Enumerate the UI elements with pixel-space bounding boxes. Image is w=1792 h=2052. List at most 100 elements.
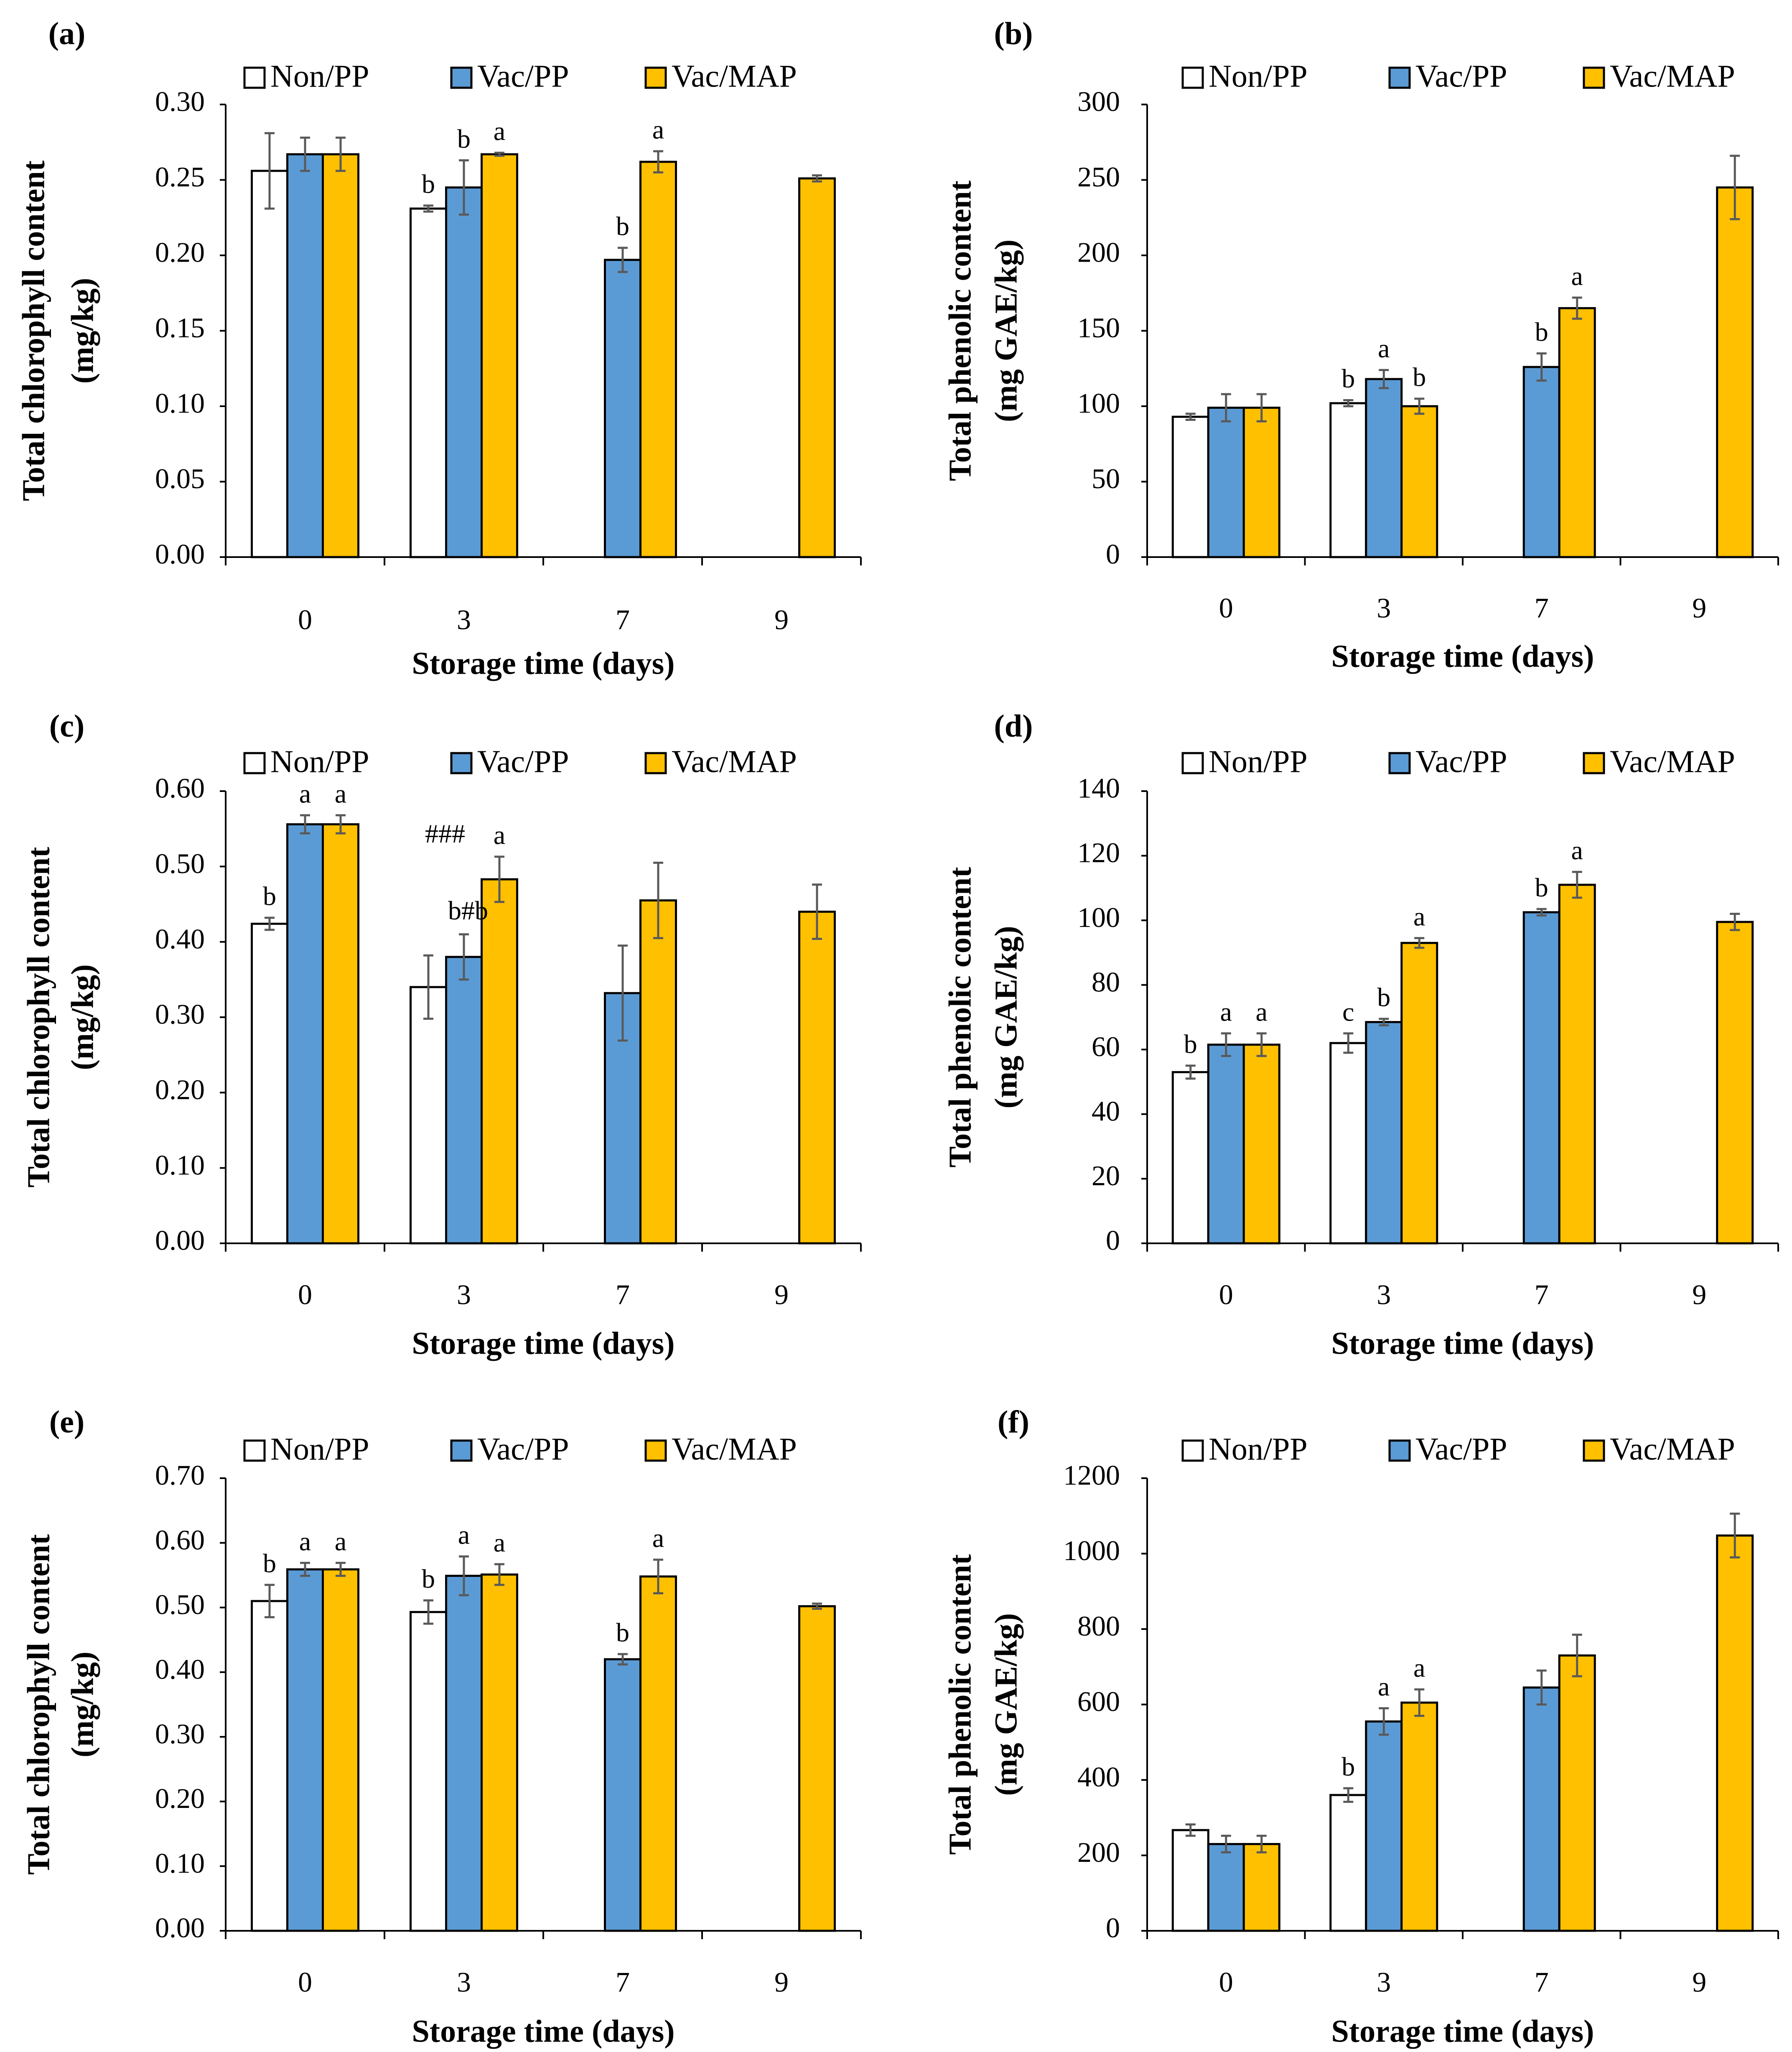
bar-vac-map-day-7 [639, 899, 677, 1245]
bar-vac-map-day-0 [322, 153, 359, 558]
error-bar [1221, 1032, 1231, 1057]
y-tick-label: 20 [1092, 1160, 1120, 1191]
legend-label: Vac/PP [477, 59, 569, 94]
significance-letter: b [263, 1548, 276, 1578]
significance-letter: a [494, 1528, 505, 1557]
bar-vac-map-day-7 [1558, 1654, 1596, 1932]
legend-label: Non/PP [1209, 744, 1308, 779]
bar-non-pp-day-3 [1329, 1794, 1367, 1932]
error-bar [812, 883, 822, 940]
error-bar [265, 1584, 275, 1619]
y-tick-label: 0.00 [155, 1225, 205, 1256]
bar-vac-pp-day-3 [445, 956, 483, 1245]
error-bar [618, 247, 628, 273]
bar-non-pp-day-3 [410, 986, 447, 1245]
x-axis-title: Storage time (days) [412, 2014, 675, 2049]
panel-label: (c) [49, 708, 84, 743]
bar-vac-map-day-9 [798, 177, 836, 558]
chart-panel-c: (c) Non/PP Vac/PP Vac/MAP 0.00 0.10 0.20 0.30 0.… [21, 708, 862, 1361]
chart-panel-d: (d) Non/PP Vac/PP Vac/MAP 0 20 40 60 80 100 120 140… [942, 708, 1779, 1361]
y-tick-label: 0.10 [155, 1847, 205, 1879]
legend-swatch-non-pp [1181, 66, 1204, 89]
error-bar [1379, 1707, 1389, 1736]
significance-letter: b [616, 1618, 629, 1647]
y-tick-label: 0.10 [155, 1149, 205, 1181]
y-tick-label: 0.30 [155, 86, 205, 117]
bar-vac-map-day-7 [1558, 883, 1596, 1245]
bar-vac-map-day-9 [1716, 1534, 1754, 1932]
error-bar [618, 945, 628, 1042]
x-tick-label: 7 [616, 1966, 630, 1998]
x-tick-label: 3 [1377, 1966, 1391, 1998]
error-bar [653, 861, 663, 939]
y-tick-label: 0.70 [155, 1459, 205, 1491]
x-tick-label: 3 [457, 604, 471, 636]
error-bar [336, 1562, 346, 1577]
error-bar [300, 1562, 310, 1577]
y-axis-title: Total chlorophyll content [21, 847, 56, 1188]
legend-swatch-vac-pp [1388, 752, 1411, 774]
significance-letter: b [1377, 983, 1390, 1012]
error-bar [1343, 1032, 1354, 1054]
y-tick-label: 200 [1077, 237, 1120, 268]
significance-letter: b [1184, 1029, 1197, 1059]
panel-label: (a) [48, 16, 86, 51]
legend-swatch-vac-map [644, 752, 667, 774]
y-tick-label: 0.10 [155, 387, 205, 419]
legend-label: Vac/PP [1415, 59, 1507, 94]
bar-vac-map-day-3 [1400, 942, 1438, 1245]
error-bar [494, 1563, 504, 1586]
significance-letter: a [494, 820, 505, 850]
error-bar [653, 1558, 663, 1594]
significance-letter: b [616, 211, 629, 241]
error-bar [1536, 1669, 1547, 1706]
y-tick-label: 0.60 [155, 772, 205, 804]
significance-letter: b [1413, 362, 1426, 392]
y-tick-label: 1200 [1063, 1459, 1120, 1491]
bar-vac-map-day-9 [798, 911, 836, 1245]
error-bar [1572, 296, 1582, 320]
y-tick-label: 0.40 [155, 923, 205, 955]
y-axis-title: (mg/kg) [65, 278, 100, 384]
legend-label: Non/PP [270, 1431, 369, 1466]
significance-letter: a [652, 115, 664, 145]
error-bar [423, 1599, 433, 1625]
error-bar [1730, 155, 1740, 220]
bar-vac-pp-day-0 [1207, 407, 1245, 558]
error-bar [1572, 1634, 1582, 1678]
y-tick-label: 0.20 [155, 1782, 205, 1814]
significance-letter: b [422, 169, 435, 199]
error-bar [265, 917, 275, 931]
significance-letter: b [422, 1564, 435, 1594]
error-bar [459, 159, 469, 216]
legend-label: Vac/MAP [1610, 59, 1735, 94]
significance-letter: a [1413, 901, 1425, 931]
chart-panel-b: (b) Non/PP Vac/PP Vac/MAP 0 50 100 150 200 250 300… [942, 16, 1779, 674]
y-axis-title: (mg/kg) [65, 1652, 100, 1757]
bar-vac-map-day-0 [1242, 1843, 1280, 1932]
x-tick-label: 9 [774, 1279, 789, 1311]
x-axis-title: Storage time (days) [1331, 2014, 1594, 2049]
error-bar [1414, 397, 1425, 415]
bar-vac-map-day-7 [1558, 307, 1596, 558]
error-bar [1536, 908, 1547, 917]
bar-vac-map-day-3 [1400, 405, 1438, 558]
significance-letter: a [1571, 835, 1583, 865]
x-tick-label: 7 [616, 604, 630, 636]
x-tick-label: 3 [1377, 1279, 1391, 1311]
error-bar [1536, 352, 1547, 382]
legend-label: Vac/PP [477, 1431, 569, 1466]
significance-letter: a [335, 1526, 346, 1556]
bar-vac-pp-day-3 [445, 1575, 483, 1932]
y-tick-label: 0.50 [155, 1589, 205, 1620]
significance-letter: a [1413, 1653, 1425, 1683]
error-bar [494, 855, 504, 903]
annotation-label: b#b [448, 896, 488, 925]
legend-label: Vac/MAP [672, 59, 797, 94]
bar-vac-pp-day-0 [286, 823, 324, 1245]
y-axis-title: (mg/kg) [65, 964, 100, 1070]
error-bar [1379, 369, 1389, 390]
significance-letter: c [1342, 997, 1354, 1026]
x-axis-title: Storage time (days) [412, 646, 675, 681]
bar-vac-map-day-0 [322, 823, 359, 1245]
